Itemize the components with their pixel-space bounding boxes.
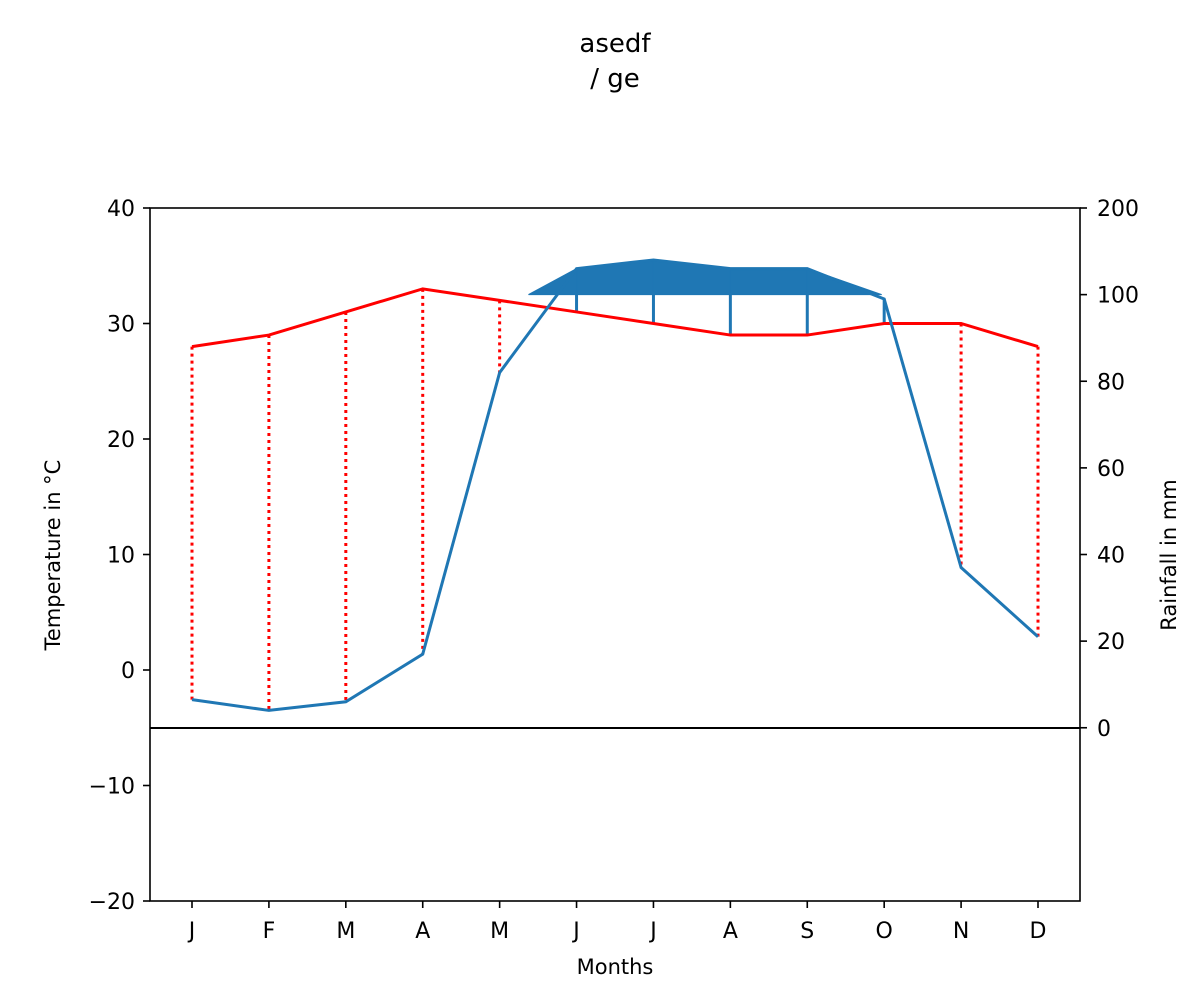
- dry-period-lines: [190, 288, 1040, 711]
- chart-title: asedf: [579, 29, 651, 59]
- humid-area: [528, 267, 578, 296]
- month-tick-label: D: [1030, 919, 1047, 944]
- chart-subtitle: / ge: [590, 64, 640, 94]
- month-tick-label: A: [415, 919, 430, 944]
- temperature-tick-label: 40: [107, 197, 135, 222]
- y-axis-label-right: Rainfall in mm: [1157, 479, 1181, 630]
- y-axis-label-left: Temperature in °C: [41, 460, 65, 652]
- rainfall-tick-label: 80: [1097, 370, 1125, 395]
- month-tick-label: S: [800, 919, 814, 944]
- humid-area: [729, 268, 808, 296]
- rainfall-line: [191, 258, 1040, 712]
- temperature-tick-label: 0: [121, 659, 135, 684]
- month-tick-label: O: [876, 919, 893, 944]
- x-axis-label: Months: [577, 955, 654, 979]
- month-tick-label: F: [263, 919, 276, 944]
- rainfall-tick-label: 0: [1097, 717, 1111, 742]
- rainfall-tick-label: 60: [1097, 457, 1125, 482]
- month-tick-label: J: [648, 919, 657, 944]
- month-tick-label: N: [953, 919, 969, 944]
- month-tick-label: A: [723, 919, 738, 944]
- humid-area-group: [528, 259, 882, 335]
- month-tick-label: M: [490, 919, 509, 944]
- rainfall-axis: 0 20 40 60 80 100 200: [1080, 197, 1139, 742]
- temperature-line: [191, 287, 1039, 349]
- temperature-tick-label: 30: [107, 313, 135, 338]
- temperature-tick-label: −10: [89, 775, 135, 800]
- rainfall-tick-label: 100: [1097, 284, 1139, 309]
- temperature-tick-label: −20: [89, 890, 135, 915]
- temperature-tick-label: 10: [107, 544, 135, 569]
- rainfall-tick-label: 200: [1097, 197, 1139, 222]
- month-tick-label: J: [187, 919, 196, 944]
- rainfall-tick-label: 40: [1097, 544, 1125, 569]
- temperature-axis: −20 −10 0 10 20 30 40: [89, 197, 150, 915]
- temperature-tick-label: 20: [107, 428, 135, 453]
- humid-band: [730, 295, 807, 335]
- month-tick-label: M: [336, 919, 355, 944]
- month-tick-label: J: [571, 919, 580, 944]
- rainfall-tick-label: 20: [1097, 630, 1125, 655]
